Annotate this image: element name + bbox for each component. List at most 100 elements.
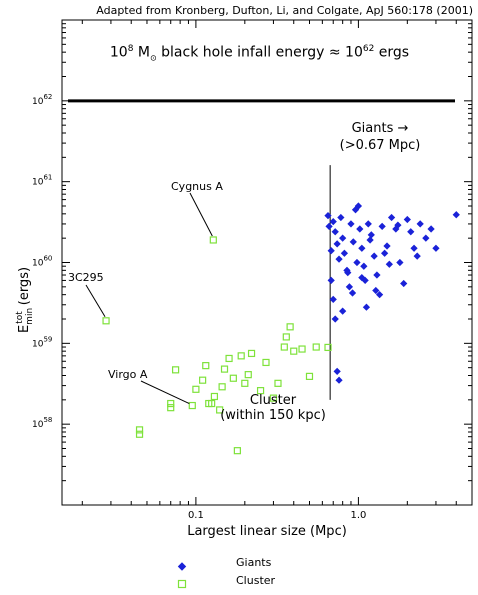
cluster-point [229, 374, 237, 382]
giants-point [403, 215, 411, 224]
giants-point [340, 249, 349, 257]
giants-point [416, 220, 424, 228]
cluster-point [220, 365, 229, 373]
x-tick-label: 1.0 [350, 510, 366, 521]
giants-point [333, 240, 341, 248]
giants-point [349, 238, 357, 246]
cluster-point [192, 385, 200, 393]
giants-label-line2: (>0.67 Mpc) [340, 138, 421, 153]
bh-prefix: 10 [109, 44, 128, 61]
giants-point [366, 236, 374, 244]
y-tick-label: 1058 [32, 416, 52, 430]
virgo-a-label: Virgo A [108, 368, 148, 381]
giants-point [432, 244, 440, 252]
cluster-point [241, 379, 249, 387]
y-tick-label: 1062 [32, 93, 52, 107]
giants-label-line1: Giants → [352, 121, 409, 136]
cygnus-a-label: Cygnus A [171, 180, 223, 193]
cluster-point [102, 317, 110, 325]
giants-point [327, 276, 335, 285]
giants-point [407, 228, 415, 236]
3c295-leader [85, 284, 106, 318]
giants-point [410, 244, 418, 252]
legend-giants-label: Giants [236, 556, 272, 569]
legend-cluster-symbol [177, 579, 187, 589]
giants-point [339, 307, 347, 315]
x-axis-label: Largest linear size (Mpc) [187, 524, 347, 539]
giants-point [354, 202, 363, 210]
giants-point [372, 286, 380, 295]
y-tick-label: 1059 [32, 335, 52, 349]
giants-point [396, 258, 404, 267]
bh-text: black hole infall energy ≈ 10 [156, 44, 363, 61]
giants-point [413, 252, 421, 260]
cluster-point [202, 362, 210, 370]
cluster-point [237, 352, 245, 360]
giants-point [375, 291, 384, 299]
cluster-point [262, 358, 270, 367]
giants-point [339, 234, 347, 242]
plot-annotations: Giants → (>0.67 Mpc) Cluster(within 150 kp… [68, 121, 420, 423]
sun-symbol: ⊙ [149, 53, 157, 63]
giants-point [360, 262, 368, 270]
bh-exp2: 62 [362, 44, 375, 54]
cluster-point [208, 399, 216, 408]
cluster-point [188, 401, 196, 410]
giants-point [362, 303, 371, 311]
cluster-point [298, 345, 306, 353]
giants-point [378, 222, 386, 230]
giants-point [333, 367, 341, 375]
plot-frame [61, 19, 473, 506]
cluster-point [199, 376, 207, 384]
blackhole-energy-label: 108 M⊙ black hole infall energy ≈ 1062 e… [62, 44, 457, 62]
giants-point [364, 220, 372, 228]
giants-point [329, 218, 337, 226]
giants-point [347, 220, 355, 228]
plot-marks [68, 99, 460, 455]
cluster-point [218, 383, 226, 391]
giants-point [353, 258, 361, 267]
giants-point [385, 260, 393, 268]
figure-credit: Adapted from Kronberg, Dufton, Li, and C… [96, 4, 473, 17]
cluster-point [233, 447, 241, 455]
giants-point [329, 295, 337, 303]
giants-point [331, 315, 339, 323]
giants-point [344, 268, 352, 277]
cluster-point [247, 349, 256, 358]
giants-point [394, 221, 402, 229]
giants-point [327, 247, 335, 255]
giants-point [373, 271, 381, 279]
cluster-point [167, 404, 175, 412]
giants-point [387, 213, 396, 222]
cluster-point [216, 406, 224, 414]
y-axis-label: Emintot(ergs) [15, 267, 35, 333]
giants-point [370, 252, 378, 260]
giants-point [452, 211, 460, 219]
3c295-label: 3C295 [68, 271, 104, 284]
legend-cluster-label: Cluster [236, 574, 276, 587]
cluster-point [135, 430, 144, 438]
giants-point [400, 279, 408, 288]
giants-point [348, 289, 357, 297]
giants-point [325, 222, 333, 230]
x-tick-label: 0.1 [188, 510, 204, 521]
cluster-point [244, 371, 252, 379]
giants-point [422, 234, 430, 242]
cluster-point [171, 366, 180, 374]
cluster-point [305, 372, 314, 380]
giants-point [345, 283, 354, 291]
y-tick-label: 1060 [32, 255, 52, 269]
giants-point [358, 273, 366, 282]
y-tick-label: 1061 [32, 174, 52, 188]
giants-point [427, 225, 435, 233]
giants-point [335, 255, 343, 263]
giants-point [337, 213, 345, 222]
giants-point [381, 249, 389, 257]
cygnus-a-leader [189, 192, 213, 237]
cluster-point [280, 343, 288, 351]
legend-giants-symbol [177, 562, 187, 571]
virgo-a-leader [140, 380, 190, 404]
cluster-point [312, 343, 320, 351]
